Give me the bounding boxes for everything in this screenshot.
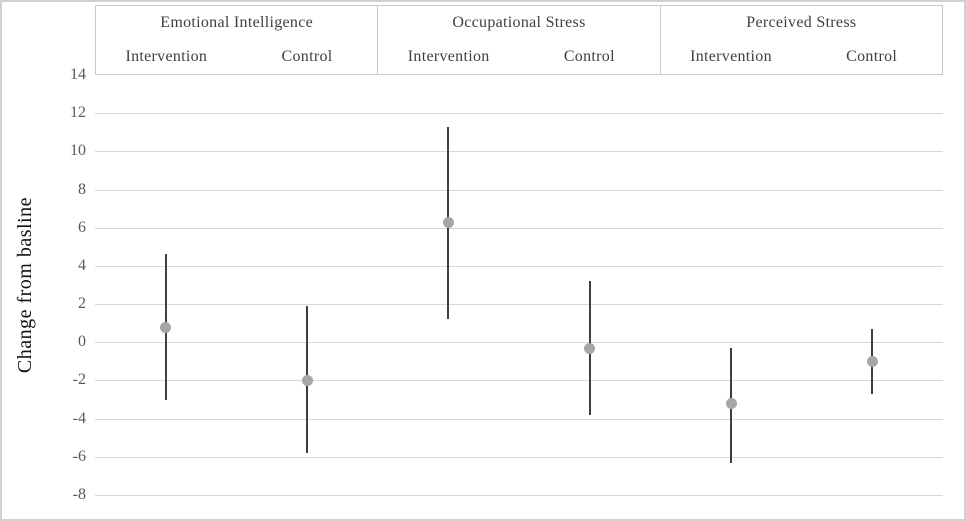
data-point xyxy=(584,342,596,354)
condition-label-control: Control xyxy=(281,48,333,65)
y-tick-label: -8 xyxy=(72,486,86,503)
gridline xyxy=(95,418,943,420)
group-label: Emotional Intelligence xyxy=(160,14,314,31)
gridline xyxy=(95,113,943,115)
y-tick-label: 14 xyxy=(70,66,86,83)
y-tick-label: 0 xyxy=(78,333,86,351)
gridline xyxy=(95,189,943,191)
y-tick-label: -2 xyxy=(72,371,86,389)
header-group-emotional-intelligence: Emotional Intelligence Intervention Cont… xyxy=(96,6,377,74)
data-point xyxy=(725,397,737,409)
y-tick-label: 8 xyxy=(78,180,86,198)
data-point xyxy=(442,216,454,228)
condition-label-row: Intervention Control xyxy=(661,40,942,74)
group-label: Perceived Stress xyxy=(746,14,857,31)
condition-label-intervention: Intervention xyxy=(125,48,208,65)
condition-label-row: Intervention Control xyxy=(378,40,659,74)
gridline xyxy=(95,265,943,267)
group-label: Occupational Stress xyxy=(452,14,586,31)
gridline xyxy=(95,495,943,496)
condition-label-intervention: Intervention xyxy=(690,48,772,65)
gridline xyxy=(95,342,943,344)
y-tick-label: -4 xyxy=(72,409,86,427)
condition-label-control: Control xyxy=(846,48,898,65)
y-tick-label: 10 xyxy=(70,142,86,160)
y-tick-label: -6 xyxy=(72,447,86,465)
column-header-box: Emotional Intelligence Intervention Cont… xyxy=(95,5,943,75)
y-tick-label: 6 xyxy=(78,218,86,236)
y-axis-tick-labels: 14 12 10 8 6 4 2 0 -2 -4 -6 -8 xyxy=(40,66,86,503)
y-axis-title-wrap: Change from basline xyxy=(8,75,42,495)
header-group-occupational-stress: Occupational Stress Intervention Control xyxy=(377,6,659,74)
condition-label-intervention: Intervention xyxy=(407,48,490,65)
y-tick-label: 12 xyxy=(70,104,86,122)
data-point xyxy=(301,374,313,386)
header-group-perceived-stress: Perceived Stress Intervention Control xyxy=(659,6,942,74)
gridline xyxy=(95,151,943,153)
data-point xyxy=(160,321,172,333)
gridline xyxy=(95,304,943,306)
y-axis-title: Change from basline xyxy=(13,196,36,374)
plot-area xyxy=(95,75,943,496)
gridline xyxy=(95,456,943,458)
gridline xyxy=(95,380,943,382)
condition-label-row: Intervention Control xyxy=(96,40,377,74)
y-tick-label: 4 xyxy=(78,256,86,274)
data-point xyxy=(866,355,878,367)
gridline xyxy=(95,227,943,229)
y-tick-label: 2 xyxy=(78,295,86,313)
condition-label-control: Control xyxy=(563,48,615,65)
